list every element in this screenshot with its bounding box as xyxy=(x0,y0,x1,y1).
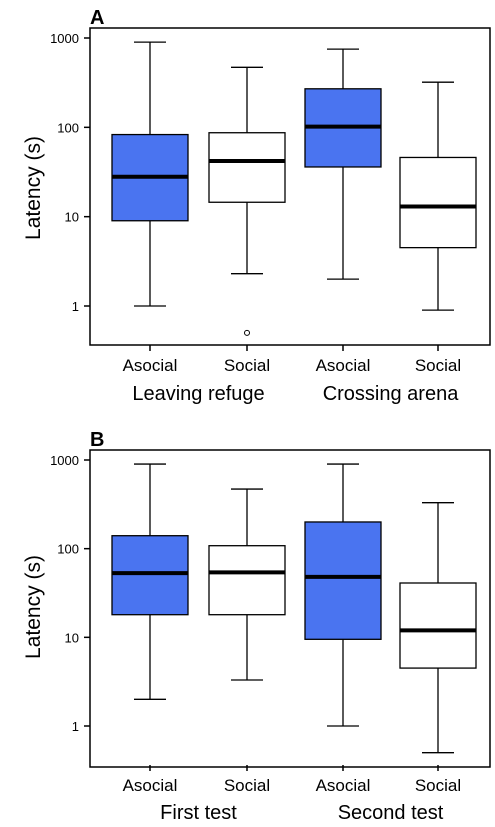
y-ticks-b: 1 10 100 1000 xyxy=(50,453,90,734)
y-ticks-a: 1 10 100 1000 xyxy=(50,31,90,314)
x-group-label: Second test xyxy=(338,802,444,824)
box-social-leaving-refuge xyxy=(208,66,286,336)
group-labels-a: Leaving refuge Crossing arena xyxy=(132,383,459,405)
boxes-a xyxy=(111,41,477,336)
boxes-b xyxy=(111,463,477,754)
iqr-box xyxy=(304,521,382,640)
panel-letter-b: B xyxy=(90,429,104,451)
iqr-box xyxy=(399,582,477,669)
box-social-second-test xyxy=(399,502,477,754)
box-asocial-first-test xyxy=(111,463,189,700)
box-asocial-second-test xyxy=(304,463,382,727)
group-labels-b: First test Second test xyxy=(160,802,444,824)
y-tick-label: 1 xyxy=(72,299,79,314)
y-tick-label: 10 xyxy=(65,630,79,645)
box-asocial-leaving-refuge xyxy=(111,41,189,307)
y-tick-label: 1 xyxy=(72,719,79,734)
x-group-label: Leaving refuge xyxy=(132,383,264,405)
x-group-label: Crossing arena xyxy=(323,383,460,405)
x-labels-a: Asocial Social Asocial Social xyxy=(123,345,461,375)
iqr-box xyxy=(399,156,477,249)
plot-frame-a xyxy=(89,27,491,346)
plot-frame-b xyxy=(89,449,491,768)
y-tick-label: 100 xyxy=(57,120,79,135)
y-tick-label: 10 xyxy=(65,210,79,225)
x-category-label: Social xyxy=(415,356,461,375)
y-axis-label-a: Latency (s) xyxy=(22,136,45,240)
y-tick-label: 100 xyxy=(57,542,79,557)
box-social-crossing-arena xyxy=(399,81,477,311)
box-social-first-test xyxy=(208,488,286,681)
outlier-point xyxy=(244,329,250,336)
x-labels-b: Asocial Social Asocial Social xyxy=(123,765,461,795)
panel-letter-a: A xyxy=(90,7,104,29)
box-asocial-crossing-arena xyxy=(304,48,382,280)
x-category-label: Social xyxy=(224,776,270,795)
y-tick-label: 1000 xyxy=(50,453,79,468)
y-axis-label-b: Latency (s) xyxy=(22,555,45,659)
iqr-box xyxy=(208,545,286,616)
x-category-label: Asocial xyxy=(316,356,371,375)
x-category-label: Social xyxy=(415,776,461,795)
y-tick-label: 1000 xyxy=(50,31,79,46)
x-category-label: Asocial xyxy=(123,776,178,795)
x-category-label: Social xyxy=(224,356,270,375)
iqr-box xyxy=(208,132,286,203)
x-group-label: First test xyxy=(160,802,237,824)
x-category-label: Asocial xyxy=(123,356,178,375)
iqr-box xyxy=(111,535,189,616)
x-category-label: Asocial xyxy=(316,776,371,795)
